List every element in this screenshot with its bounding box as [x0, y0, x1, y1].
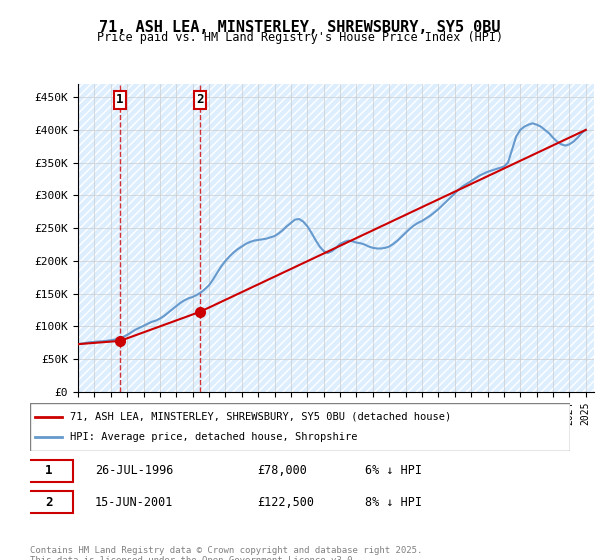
- Text: 71, ASH LEA, MINSTERLEY, SHREWSBURY, SY5 0BU (detached house): 71, ASH LEA, MINSTERLEY, SHREWSBURY, SY5…: [71, 412, 452, 422]
- Text: 71, ASH LEA, MINSTERLEY, SHREWSBURY, SY5 0BU: 71, ASH LEA, MINSTERLEY, SHREWSBURY, SY5…: [99, 20, 501, 35]
- Text: HPI: Average price, detached house, Shropshire: HPI: Average price, detached house, Shro…: [71, 432, 358, 442]
- FancyBboxPatch shape: [30, 403, 570, 451]
- Text: 1: 1: [116, 93, 124, 106]
- Text: Price paid vs. HM Land Registry's House Price Index (HPI): Price paid vs. HM Land Registry's House …: [97, 31, 503, 44]
- Text: 6% ↓ HPI: 6% ↓ HPI: [365, 464, 422, 477]
- Text: 8% ↓ HPI: 8% ↓ HPI: [365, 496, 422, 508]
- Text: 2: 2: [196, 93, 204, 106]
- Text: 1: 1: [45, 464, 53, 477]
- FancyBboxPatch shape: [25, 460, 73, 482]
- Text: 2: 2: [45, 496, 53, 508]
- FancyBboxPatch shape: [25, 491, 73, 513]
- Text: £78,000: £78,000: [257, 464, 307, 477]
- Text: 15-JUN-2001: 15-JUN-2001: [95, 496, 173, 508]
- Text: £122,500: £122,500: [257, 496, 314, 508]
- Text: 26-JUL-1996: 26-JUL-1996: [95, 464, 173, 477]
- Text: Contains HM Land Registry data © Crown copyright and database right 2025.
This d: Contains HM Land Registry data © Crown c…: [30, 546, 422, 560]
